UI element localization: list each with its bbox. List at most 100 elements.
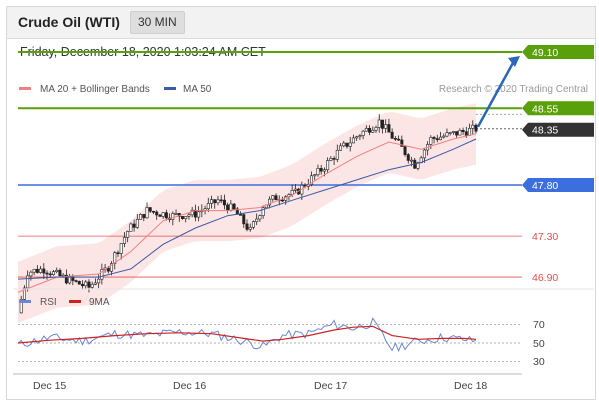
candle-body-18 [75,281,77,282]
rsi-ma-legend-swatch [69,300,81,303]
candle-body-64 [223,200,225,205]
candle-body-62 [217,200,219,203]
candle-body-129 [433,137,435,138]
candle-body-85 [291,190,293,194]
candle-body-140 [468,128,470,135]
rsi-tick-30: 30 [533,356,545,368]
candle-body-23 [91,284,93,287]
candle-body-7 [39,269,41,273]
candle-body-75 [259,216,261,219]
rsi-legend-label: RSI [40,297,57,308]
candle-body-31 [117,253,119,254]
candle-body-121 [407,155,409,161]
candle-body-12 [56,270,58,271]
candle-body-24 [94,283,96,284]
candle-body-115 [388,125,390,133]
main-legend: MA 20 + Bollinger Bands MA 50 Research ©… [19,84,588,95]
candle-body-96 [326,161,328,170]
candle-body-79 [272,196,274,200]
ma20-legend-label: MA 20 + Bollinger Bands [40,84,150,95]
ma50-legend-label: MA 50 [183,84,212,95]
x-label-dec16: Dec 16 [173,380,206,392]
candle-body-98 [333,158,335,159]
candle-body-74 [255,219,257,222]
candle-body-138 [462,130,464,131]
candle-body-22 [88,282,90,287]
candle-body-106 [359,136,361,137]
candle-body-9 [46,273,48,274]
candle-body-8 [43,269,45,273]
candle-body-70 [243,215,245,224]
candle-body-5 [33,269,35,272]
candle-body-141 [472,125,474,128]
bollinger-band-area [18,103,476,323]
candle-body-60 [210,200,212,204]
candle-body-73 [252,222,254,228]
x-label-dec18: Dec 18 [454,380,487,392]
candle-body-58 [204,209,206,211]
research-credit: Research © 2020 Trading Central [439,84,588,95]
candle-body-38 [139,214,141,219]
candle-body-66 [230,204,232,211]
rsi-legend-swatch [19,300,31,303]
candle-body-122 [410,160,412,161]
candle-body-118 [397,139,399,140]
candle-body-3 [26,276,28,288]
candle-body-97 [330,158,332,160]
x-label-dec17: Dec 17 [314,380,347,392]
candle-body-36 [133,224,135,227]
x-label-dec15: Dec 15 [33,380,66,392]
candle-body-67 [233,204,235,209]
candle-body-61 [214,200,216,203]
candle-body-95 [323,170,325,171]
candle-body-33 [123,237,125,243]
candle-body-137 [459,130,461,135]
candle-body-49 [175,213,177,214]
candle-body-113 [381,120,383,128]
candle-body-112 [378,120,380,127]
candle-body-32 [120,244,122,254]
candle-body-92 [314,175,316,176]
candle-body-46 [165,213,167,218]
candle-body-69 [239,214,241,215]
candle-body-35 [130,224,132,231]
candle-body-103 [349,143,351,147]
candle-body-139 [465,132,467,136]
candle-body-6 [36,269,38,272]
candle-body-63 [220,200,222,201]
candle-body-109 [368,128,370,132]
label-48-55-text: 48.55 [532,103,558,115]
candle-body-135 [452,131,454,132]
candle-body-114 [384,125,386,129]
candle-body-21 [85,282,87,286]
rsi-ma-legend-label: 9MA [89,297,110,308]
candle-body-102 [346,143,348,146]
candle-body-86 [294,189,296,190]
candle-body-134 [449,132,451,133]
level-labels: 49.1048.5548.3547.8047.3046.90 [522,45,594,284]
candle-body-51 [181,216,183,218]
ma20-legend-swatch [19,87,31,90]
candle-body-130 [436,139,438,140]
candle-body-104 [352,138,354,143]
candle-body-45 [162,213,164,217]
candle-body-132 [443,136,445,137]
candle-body-117 [394,138,396,139]
candle-body-142 [475,125,477,131]
candle-body-136 [455,131,457,135]
bollinger-bands [18,103,476,323]
candle-body-10 [49,274,51,275]
candle-body-131 [439,137,441,140]
candle-body-13 [59,270,61,275]
candle-body-100 [339,146,341,150]
candle-body-94 [320,168,322,171]
candle-body-53 [188,215,190,217]
candle-body-20 [81,284,83,286]
rsi-line [18,318,476,351]
candle-body-16 [68,277,70,283]
candle-body-107 [362,131,364,135]
rsi-panel [18,318,522,361]
candle-body-4 [30,272,32,276]
label-47-30-text: 47.30 [532,231,558,243]
